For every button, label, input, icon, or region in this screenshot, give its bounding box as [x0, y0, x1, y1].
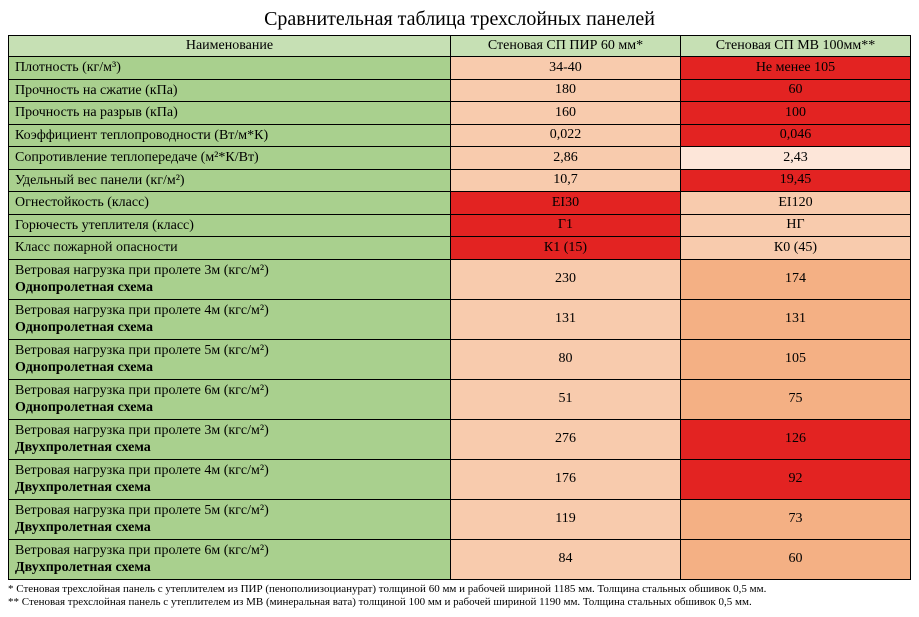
row-label: Ветровая нагрузка при пролете 5м (кгс/м²…: [9, 499, 451, 539]
col-header-name: Наименование: [9, 36, 451, 57]
row-label-line1: Ветровая нагрузка при пролете 5м (кгс/м²…: [15, 343, 269, 358]
footnote-2: ** Стеновая трехслойная панель с утеплит…: [8, 596, 911, 609]
table-row: Плотность (кг/м³)34-40Не менее 105: [9, 57, 911, 80]
table-row: Огнестойкость (класс)EI30EI120: [9, 192, 911, 215]
row-label-line2: Однопролетная схема: [15, 359, 444, 377]
value-col-b: 75: [680, 379, 910, 419]
value-col-a: EI30: [450, 192, 680, 215]
row-label: Ветровая нагрузка при пролете 3м (кгс/м²…: [9, 419, 451, 459]
value-col-a: 176: [450, 459, 680, 499]
row-label: Ветровая нагрузка при пролете 5м (кгс/м²…: [9, 339, 451, 379]
row-label: Ветровая нагрузка при пролете 6м (кгс/м²…: [9, 539, 451, 579]
row-label: Удельный вес панели (кг/м²): [9, 169, 451, 192]
col-header-b: Стеновая СП МВ 100мм**: [680, 36, 910, 57]
value-col-b: 60: [680, 539, 910, 579]
value-col-a: 80: [450, 339, 680, 379]
value-col-b: 0,046: [680, 124, 910, 147]
value-col-a: 10,7: [450, 169, 680, 192]
value-col-b: 131: [680, 299, 910, 339]
value-col-b: 174: [680, 259, 910, 299]
table-row: Прочность на разрыв (кПа)160100: [9, 102, 911, 125]
value-col-b: 105: [680, 339, 910, 379]
row-label: Ветровая нагрузка при пролете 3м (кгс/м²…: [9, 259, 451, 299]
value-col-b: 19,45: [680, 169, 910, 192]
comparison-table: Наименование Стеновая СП ПИР 60 мм* Стен…: [8, 35, 911, 580]
table-row: Ветровая нагрузка при пролете 6м (кгс/м²…: [9, 539, 911, 579]
row-label-line1: Ветровая нагрузка при пролете 6м (кгс/м²…: [15, 543, 269, 558]
row-label: Огнестойкость (класс): [9, 192, 451, 215]
row-label-line2: Однопролетная схема: [15, 279, 444, 297]
row-label-line1: Ветровая нагрузка при пролете 4м (кгс/м²…: [15, 303, 269, 318]
value-col-b: 73: [680, 499, 910, 539]
value-col-b: К0 (45): [680, 237, 910, 260]
table-row: Удельный вес панели (кг/м²)10,719,45: [9, 169, 911, 192]
value-col-b: Не менее 105: [680, 57, 910, 80]
row-label-line2: Однопролетная схема: [15, 399, 444, 417]
row-label: Плотность (кг/м³): [9, 57, 451, 80]
table-row: Коэффициент теплопроводности (Вт/м*К)0,0…: [9, 124, 911, 147]
value-col-b: EI120: [680, 192, 910, 215]
value-col-a: 51: [450, 379, 680, 419]
row-label: Ветровая нагрузка при пролете 4м (кгс/м²…: [9, 299, 451, 339]
table-row: Сопротивление теплопередаче (м²*К/Вт)2,8…: [9, 147, 911, 170]
row-label-line1: Ветровая нагрузка при пролете 6м (кгс/м²…: [15, 383, 269, 398]
row-label: Горючесть утеплителя (класс): [9, 214, 451, 237]
value-col-a: К1 (15): [450, 237, 680, 260]
footnotes: * Стеновая трехслойная панель с утеплите…: [8, 583, 911, 609]
table-row: Ветровая нагрузка при пролете 5м (кгс/м²…: [9, 499, 911, 539]
row-label-line2: Двухпролетная схема: [15, 559, 444, 577]
row-label-line2: Двухпролетная схема: [15, 519, 444, 537]
col-header-a: Стеновая СП ПИР 60 мм*: [450, 36, 680, 57]
value-col-a: 84: [450, 539, 680, 579]
value-col-a: 34-40: [450, 57, 680, 80]
value-col-a: 119: [450, 499, 680, 539]
table-row: Класс пожарной опасностиК1 (15)К0 (45): [9, 237, 911, 260]
row-label: Прочность на разрыв (кПа): [9, 102, 451, 125]
row-label: Сопротивление теплопередаче (м²*К/Вт): [9, 147, 451, 170]
row-label: Ветровая нагрузка при пролете 6м (кгс/м²…: [9, 379, 451, 419]
page-title: Сравнительная таблица трехслойных панеле…: [8, 8, 911, 31]
row-label: Коэффициент теплопроводности (Вт/м*К): [9, 124, 451, 147]
table-row: Ветровая нагрузка при пролете 5м (кгс/м²…: [9, 339, 911, 379]
row-label-line1: Ветровая нагрузка при пролете 3м (кгс/м²…: [15, 263, 269, 278]
value-col-a: 160: [450, 102, 680, 125]
row-label-line1: Ветровая нагрузка при пролете 3м (кгс/м²…: [15, 423, 269, 438]
value-col-b: 2,43: [680, 147, 910, 170]
value-col-a: 230: [450, 259, 680, 299]
row-label: Прочность на сжатие (кПа): [9, 79, 451, 102]
value-col-b: НГ: [680, 214, 910, 237]
row-label-line1: Ветровая нагрузка при пролете 4м (кгс/м²…: [15, 463, 269, 478]
value-col-b: 60: [680, 79, 910, 102]
table-header-row: Наименование Стеновая СП ПИР 60 мм* Стен…: [9, 36, 911, 57]
value-col-a: 2,86: [450, 147, 680, 170]
row-label: Класс пожарной опасности: [9, 237, 451, 260]
value-col-a: 131: [450, 299, 680, 339]
table-row: Ветровая нагрузка при пролете 3м (кгс/м²…: [9, 419, 911, 459]
row-label-line2: Двухпролетная схема: [15, 439, 444, 457]
value-col-a: Г1: [450, 214, 680, 237]
row-label-line2: Двухпролетная схема: [15, 479, 444, 497]
row-label: Ветровая нагрузка при пролете 4м (кгс/м²…: [9, 459, 451, 499]
table-row: Горючесть утеплителя (класс)Г1НГ: [9, 214, 911, 237]
value-col-a: 0,022: [450, 124, 680, 147]
table-row: Ветровая нагрузка при пролете 4м (кгс/м²…: [9, 299, 911, 339]
row-label-line2: Однопролетная схема: [15, 319, 444, 337]
value-col-b: 126: [680, 419, 910, 459]
value-col-a: 180: [450, 79, 680, 102]
value-col-a: 276: [450, 419, 680, 459]
value-col-b: 92: [680, 459, 910, 499]
row-label-line1: Ветровая нагрузка при пролете 5м (кгс/м²…: [15, 503, 269, 518]
table-row: Ветровая нагрузка при пролете 6м (кгс/м²…: [9, 379, 911, 419]
value-col-b: 100: [680, 102, 910, 125]
table-row: Прочность на сжатие (кПа)18060: [9, 79, 911, 102]
footnote-1: * Стеновая трехслойная панель с утеплите…: [8, 583, 911, 596]
table-row: Ветровая нагрузка при пролете 3м (кгс/м²…: [9, 259, 911, 299]
table-row: Ветровая нагрузка при пролете 4м (кгс/м²…: [9, 459, 911, 499]
